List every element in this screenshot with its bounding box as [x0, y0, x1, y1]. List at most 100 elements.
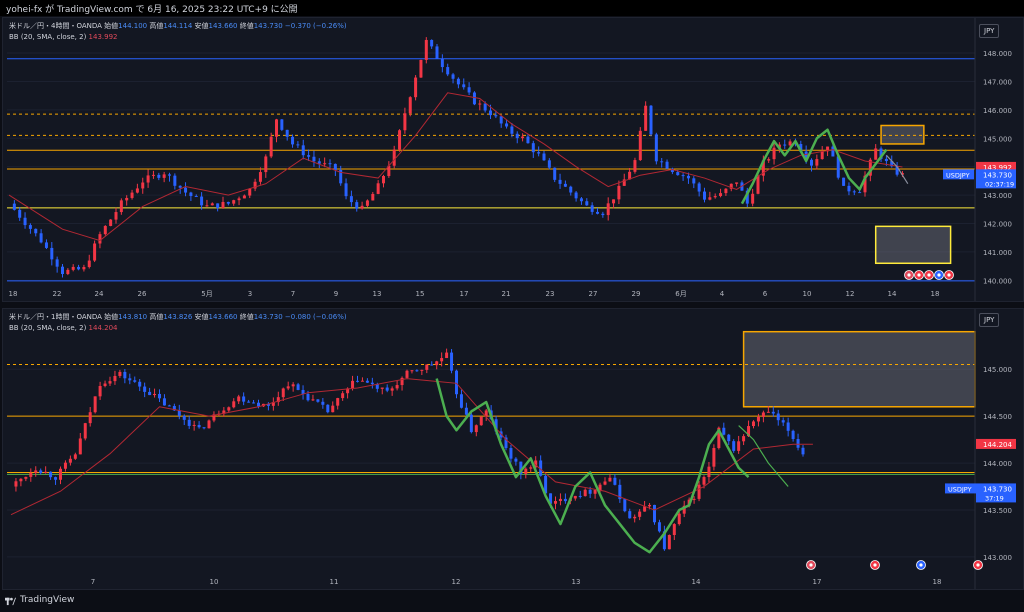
candle-body	[703, 191, 706, 200]
date-tick-label: 7	[291, 290, 295, 298]
candle-body	[628, 511, 632, 519]
chart-canvas-1h[interactable]: 145.000 144.500 144.000 143.500 143.000 7 10 11…	[3, 309, 1023, 589]
candle-body	[148, 391, 152, 396]
candle-body	[435, 46, 439, 59]
price-tick-label: 147.000	[983, 78, 1012, 86]
candle-body	[450, 352, 454, 371]
chart-panel-4h[interactable]: 米ドル／円・4時間・OANDA 始値144.100 高値144.114 安値14…	[2, 17, 1024, 302]
candle-body	[653, 504, 656, 523]
candle-body	[253, 181, 257, 189]
candle-body	[574, 192, 578, 199]
candle-body	[248, 188, 252, 196]
candle-body	[836, 156, 840, 178]
candle-body	[138, 381, 142, 387]
candle-body	[415, 370, 419, 372]
chart-panel-1h[interactable]: 米ドル／円・1時間・OANDA 始値143.810 高値143.826 安値14…	[2, 308, 1024, 590]
candle-body	[697, 183, 701, 192]
symbol-label: 米ドル／円・4時間・OANDA	[9, 22, 102, 30]
candle-body	[879, 148, 883, 159]
publish-header: yohei-fx が TradingView.com で 6月 16, 2025…	[0, 0, 1024, 16]
candle-body	[617, 185, 621, 200]
candle-body	[686, 175, 690, 179]
candle-body	[44, 471, 48, 473]
candle-body	[722, 427, 726, 435]
candle-body	[98, 385, 102, 397]
candle-body	[23, 217, 27, 226]
candle-body	[745, 190, 749, 204]
candle-body	[118, 371, 122, 376]
candle-body	[312, 156, 316, 162]
date-tick-label: 26	[138, 290, 147, 298]
candle-body	[392, 149, 396, 166]
price-tick-label: 145.000	[983, 366, 1012, 374]
candle-body	[341, 393, 345, 399]
candle-body	[103, 225, 107, 235]
date-tick-label: 6	[763, 290, 768, 298]
candle-body	[776, 413, 780, 421]
candle-body	[103, 383, 107, 386]
candle-body	[756, 175, 760, 194]
candle-body	[237, 198, 241, 201]
candle-body	[403, 113, 407, 131]
candle-body	[370, 382, 374, 385]
candle-body	[408, 97, 412, 114]
candle-body	[583, 489, 587, 497]
candle-body	[420, 369, 424, 371]
candle-body	[269, 136, 273, 157]
candle-body	[212, 414, 216, 421]
low-value: 143.660	[208, 22, 238, 30]
candle-body	[440, 358, 444, 362]
candle-body	[390, 388, 394, 391]
candle-body	[430, 39, 434, 47]
candle-body	[727, 434, 731, 442]
candle-body	[232, 401, 236, 408]
bb-basis-line	[8, 92, 903, 242]
candle-body	[504, 437, 508, 449]
candle-body	[375, 384, 379, 389]
candle-body	[296, 144, 300, 146]
date-tick-label: 14	[692, 578, 701, 586]
candle-body	[603, 481, 607, 485]
candle-body	[232, 200, 236, 204]
high-value: 144.114	[163, 22, 193, 30]
candle-body	[676, 172, 680, 176]
date-tick-label: 12	[452, 578, 461, 586]
candle-body	[783, 144, 787, 146]
candle-body	[638, 130, 642, 161]
candle-body	[252, 402, 256, 404]
candle-body	[708, 197, 712, 200]
candle-body	[648, 504, 652, 507]
candle-body	[462, 84, 466, 88]
candle-body	[29, 472, 33, 477]
date-tick-label: 22	[53, 290, 62, 298]
candle-body	[187, 419, 191, 426]
close-value: 143.730	[253, 313, 283, 321]
candle-body	[505, 123, 509, 127]
chart-canvas-4h[interactable]: 148.000147.000146.000145.000144.000143.0…	[3, 18, 1023, 301]
candle-body	[227, 407, 231, 411]
candle-body	[732, 441, 736, 451]
candle-body	[286, 386, 290, 389]
candle-body	[24, 476, 28, 479]
candle-body	[276, 397, 280, 403]
candle-body	[371, 193, 375, 201]
candle-body	[280, 119, 284, 130]
candle-body	[742, 436, 746, 442]
candle-body	[68, 458, 72, 463]
last-price-tag	[976, 483, 1016, 503]
candle-body	[478, 103, 482, 105]
candle-body	[456, 78, 460, 85]
candle-body	[158, 393, 161, 399]
price-tick-label: 143.000	[983, 192, 1012, 200]
candle-body	[692, 498, 696, 500]
candle-body	[724, 188, 728, 194]
candle-body	[430, 364, 434, 366]
candle-body	[633, 160, 637, 172]
currency-button[interactable]: JPY	[979, 313, 1000, 327]
candle-body	[222, 410, 226, 414]
candle-body	[133, 380, 137, 382]
candle-body	[670, 168, 674, 173]
candle-body	[98, 234, 102, 244]
candle-body	[692, 178, 696, 184]
currency-button[interactable]: JPY	[979, 24, 1000, 38]
